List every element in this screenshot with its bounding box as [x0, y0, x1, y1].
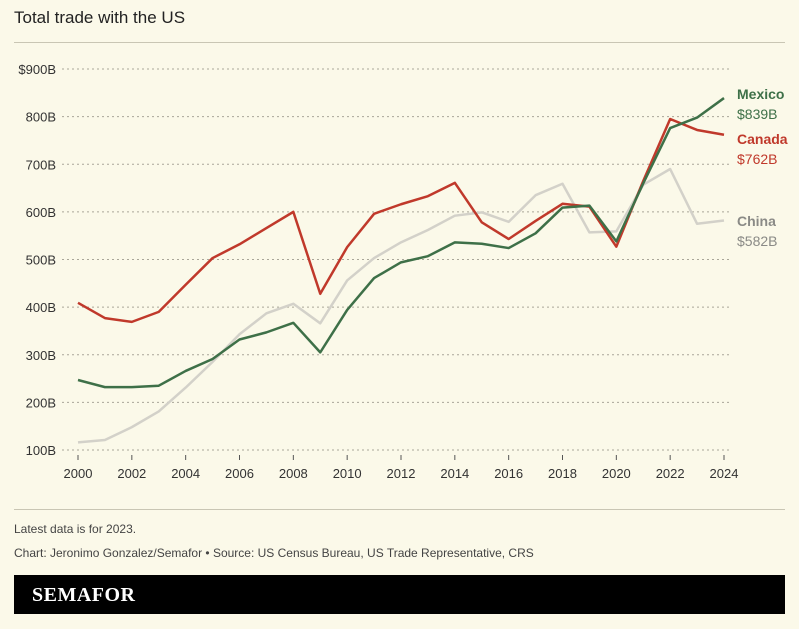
series-value-label: $582B: [737, 233, 777, 249]
x-tick-label: 2002: [117, 466, 146, 481]
series-line-canada: [77, 117, 725, 324]
x-tick-label: 2006: [225, 466, 254, 481]
y-tick-label: 500B: [26, 253, 56, 268]
x-tick-label: 2020: [602, 466, 631, 481]
series-value-label: $839B: [737, 106, 777, 122]
series-name-label: China: [737, 213, 776, 229]
x-tick-label: 2018: [548, 466, 577, 481]
source-credit: Chart: Jeronimo Gonzalez/Semafor • Sourc…: [14, 546, 534, 560]
x-tick-label: 2016: [494, 466, 523, 481]
y-tick-label: 100B: [26, 443, 56, 458]
series-line-china: [77, 167, 725, 444]
title-divider: [14, 42, 785, 43]
x-tick-label: 2004: [171, 466, 200, 481]
x-tick-label: 2000: [64, 466, 93, 481]
series-name-label: Mexico: [737, 86, 784, 102]
semafor-logo: SEMAFOR: [32, 584, 136, 606]
chart-title: Total trade with the US: [14, 8, 186, 27]
series-value-label: $762B: [737, 151, 777, 167]
x-tick-label: 2014: [440, 466, 469, 481]
y-tick-label: 200B: [26, 395, 56, 410]
y-tick-label: 400B: [26, 300, 56, 315]
brand-footer: SEMAFOR: [14, 575, 785, 614]
x-tick-label: 2010: [333, 466, 362, 481]
y-tick-label: 700B: [26, 157, 56, 172]
x-tick-label: 2008: [279, 466, 308, 481]
series-line-mexico: [77, 97, 725, 389]
x-tick-label: 2012: [387, 466, 416, 481]
x-tick-label: 2024: [710, 466, 739, 481]
y-tick-label: 300B: [26, 348, 56, 363]
footer-divider: [14, 509, 785, 510]
y-tick-label: 600B: [26, 205, 56, 220]
line-chart: $900B 800B 700B 600B 500B 400B 300B 200B 100B 200…: [18, 62, 788, 481]
y-tick-label: 800B: [26, 110, 56, 125]
y-tick-label: $900B: [18, 62, 56, 77]
data-note: Latest data is for 2023.: [14, 522, 137, 536]
series-name-label: Canada: [737, 131, 788, 147]
x-tick-label: 2022: [656, 466, 685, 481]
